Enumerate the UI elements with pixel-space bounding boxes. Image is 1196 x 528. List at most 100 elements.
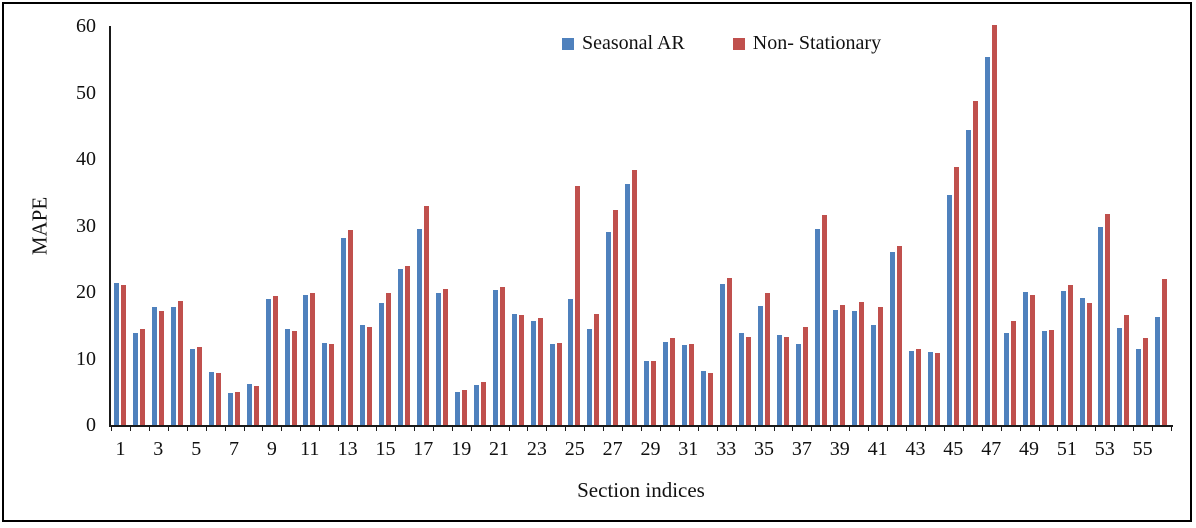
x-tick-label-11: 11 — [300, 438, 320, 460]
bar-seasonal-ar-section-47 — [984, 57, 990, 425]
x-axis-tick — [205, 427, 207, 431]
bar-seasonal-ar-section-53 — [1098, 226, 1104, 425]
x-axis-tick — [432, 427, 434, 431]
x-axis-tick — [413, 427, 415, 431]
bar-non-stationary-section-25 — [575, 186, 581, 425]
x-axis-tick — [186, 427, 188, 431]
bar-seasonal-ar-section-6 — [208, 371, 214, 425]
bar-non-stationary-section-29 — [651, 361, 657, 425]
x-axis-tick — [962, 427, 964, 431]
x-axis-tick — [565, 427, 567, 431]
bar-seasonal-ar-section-45 — [947, 194, 953, 425]
legend-item-non-stationary: Non- Stationary — [732, 32, 882, 55]
bar-non-stationary-section-33 — [726, 278, 732, 425]
plot-area — [111, 25, 1171, 425]
bar-seasonal-ar-section-27 — [606, 231, 612, 425]
bar-seasonal-ar-section-7 — [227, 393, 233, 425]
bar-non-stationary-section-5 — [196, 347, 202, 425]
x-axis-tick — [300, 427, 302, 431]
bar-seasonal-ar-section-43 — [909, 351, 915, 425]
bar-non-stationary-section-40 — [859, 302, 865, 425]
y-tick-label-30: 30 — [76, 214, 96, 237]
bar-seasonal-ar-section-18 — [435, 292, 441, 425]
bar-non-stationary-section-11 — [310, 293, 316, 425]
x-tick-label-15: 15 — [375, 438, 396, 460]
x-tick-label-19: 19 — [451, 438, 472, 460]
x-axis-tick — [887, 427, 889, 431]
x-axis-tick — [489, 427, 491, 431]
x-tick-label-5: 5 — [191, 438, 202, 460]
x-axis-tick — [1019, 427, 1021, 431]
x-tick-label-31: 31 — [678, 438, 699, 460]
bar-non-stationary-section-12 — [329, 343, 335, 425]
bar-non-stationary-section-35 — [764, 293, 770, 425]
x-axis-tick — [1152, 427, 1154, 431]
bar-non-stationary-section-39 — [840, 305, 846, 425]
x-axis-tick — [697, 427, 699, 431]
x-tick-label-49: 49 — [1019, 438, 1039, 460]
bar-seasonal-ar-section-26 — [587, 329, 593, 425]
x-axis-tick — [1057, 427, 1059, 431]
y-tick-label-60: 60 — [76, 15, 96, 38]
x-axis-tick — [281, 427, 283, 431]
bar-seasonal-ar-section-11 — [303, 295, 309, 425]
x-axis-tick — [981, 427, 983, 431]
x-tick-label-25: 25 — [564, 438, 585, 460]
bar-seasonal-ar-section-22 — [511, 313, 517, 425]
x-tick-label-45: 45 — [943, 438, 964, 460]
bar-seasonal-ar-section-20 — [473, 385, 479, 425]
bar-non-stationary-section-49 — [1029, 294, 1035, 425]
bar-non-stationary-section-51 — [1067, 284, 1073, 425]
x-axis-tick — [1133, 427, 1135, 431]
x-axis-tick — [470, 427, 472, 431]
x-axis-tick — [319, 427, 321, 431]
bar-seasonal-ar-section-32 — [700, 370, 706, 425]
bar-seasonal-ar-section-9 — [265, 298, 271, 425]
bar-non-stationary-section-1 — [121, 285, 127, 425]
bar-non-stationary-section-41 — [878, 307, 884, 425]
x-axis-tick — [243, 427, 245, 431]
bar-non-stationary-section-32 — [707, 373, 713, 425]
legend-swatch-non-stationary-icon — [732, 37, 745, 50]
bar-non-stationary-section-30 — [670, 337, 676, 425]
bar-non-stationary-section-43 — [916, 348, 922, 425]
x-tick-label-23: 23 — [526, 438, 547, 460]
bar-seasonal-ar-section-55 — [1136, 348, 1142, 425]
x-axis-tick — [167, 427, 169, 431]
x-axis-tick — [527, 427, 529, 431]
x-axis-line — [109, 425, 1173, 427]
bar-non-stationary-section-8 — [253, 385, 259, 425]
chart-frame: Seasonal AR Non- Stationary MAPE Section… — [2, 2, 1192, 522]
x-tick-label-43: 43 — [905, 438, 926, 460]
bar-non-stationary-section-23 — [537, 317, 543, 425]
x-axis-tick — [906, 427, 907, 431]
x-axis-tick — [924, 427, 926, 431]
bar-non-stationary-section-18 — [442, 289, 448, 425]
bar-non-stationary-section-2 — [140, 329, 146, 425]
x-axis-tick — [262, 427, 264, 431]
bar-non-stationary-section-53 — [1105, 214, 1111, 425]
x-axis-title: Section indices — [577, 478, 705, 502]
legend-label-non-stationary: Non- Stationary — [752, 32, 882, 54]
x-tick-label-3: 3 — [153, 438, 164, 460]
bar-non-stationary-section-28 — [632, 170, 638, 425]
bar-seasonal-ar-section-49 — [1022, 292, 1028, 425]
bar-seasonal-ar-section-25 — [568, 299, 574, 425]
bar-seasonal-ar-section-42 — [890, 252, 896, 425]
x-axis-tick — [735, 427, 737, 431]
x-tick-label-55: 55 — [1132, 438, 1153, 460]
y-tick-label-10: 10 — [76, 347, 96, 370]
x-axis-tick — [1095, 427, 1097, 431]
x-tick-label-21: 21 — [489, 438, 509, 460]
bar-seasonal-ar-section-40 — [852, 311, 858, 425]
x-axis-tick — [943, 427, 945, 431]
bar-non-stationary-section-44 — [935, 352, 941, 425]
x-tick-label-27: 27 — [602, 438, 623, 460]
bar-non-stationary-section-3 — [159, 311, 165, 425]
bar-seasonal-ar-section-24 — [549, 343, 555, 425]
y-tick-label-40: 40 — [76, 148, 96, 171]
x-axis-tick — [830, 427, 832, 431]
bar-seasonal-ar-section-44 — [928, 351, 934, 425]
bar-seasonal-ar-section-17 — [417, 228, 423, 425]
x-axis-tick — [773, 427, 775, 431]
